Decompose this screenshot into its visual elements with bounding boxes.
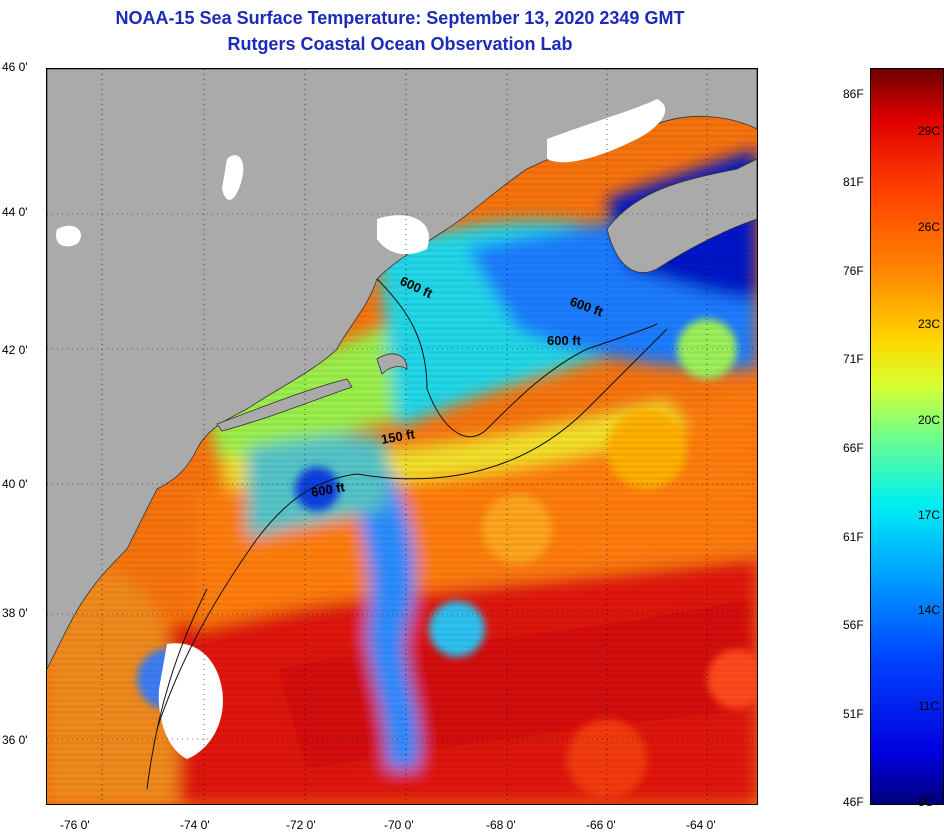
colorbar-label-71f: 71F — [843, 352, 864, 366]
colorbar-label-46f: 46F — [843, 795, 864, 809]
map-subtitle: Rutgers Coastal Ocean Observation Lab — [227, 34, 573, 54]
lon-label-64: -64 0' — [686, 818, 716, 832]
lon-label-68: -68 0' — [486, 818, 516, 832]
sst-map-canvas: 600 ft 600 ft 600 ft 150 ft 600 ft — [47, 69, 757, 804]
lon-label-76: -76 0' — [60, 818, 90, 832]
colorbar-label-14c: 14C — [918, 603, 941, 617]
isobath-label-600ft-shelf: 600 ft — [310, 479, 347, 500]
colorbar-label-26c: 26C — [918, 220, 941, 234]
lat-label-36: 36 0' — [2, 733, 28, 747]
colorbar-label-76f: 76F — [843, 264, 864, 278]
lon-label-72: -72 0' — [286, 818, 316, 832]
colorbar-label-11c: 11C — [918, 699, 940, 713]
colorbar-label-61f: 61F — [843, 530, 864, 544]
colorbar-label-66f: 66F — [843, 441, 864, 455]
isobath-label-150ft: 150 ft — [380, 426, 417, 447]
map-title: NOAA-15 Sea Surface Temperature: Septemb… — [115, 8, 685, 28]
temperature-colorbar — [870, 68, 944, 805]
colorbar-label-17c: 17C — [918, 508, 941, 522]
colorbar-label-86f: 86F — [843, 87, 864, 101]
isobath-contours — [146, 278, 668, 790]
lat-label-44: 44 0' — [2, 205, 28, 219]
lat-label-38: 38 0' — [2, 606, 28, 620]
lon-label-66: -66 0' — [586, 818, 616, 832]
land — [47, 69, 757, 670]
lon-label-70: -70 0' — [384, 818, 414, 832]
colorbar-label-56f: 56F — [843, 618, 864, 632]
colorbar-label-8c: 8C — [918, 795, 934, 809]
colorbar-label-29c: 29C — [918, 124, 941, 138]
sst-map: 600 ft 600 ft 600 ft 150 ft 600 ft — [46, 68, 758, 805]
lat-label-40: 40 0' — [2, 477, 28, 491]
colorbar-label-81f: 81F — [843, 175, 864, 189]
lat-label-46: 46 0' — [2, 60, 28, 74]
lat-label-42: 42 0' — [2, 343, 28, 357]
clouds — [56, 99, 666, 759]
isobath-label-600ft-georges: 600 ft — [547, 333, 582, 348]
colorbar-label-51f: 51F — [843, 707, 864, 721]
graticule — [47, 69, 757, 804]
colorbar-label-20c: 20C — [918, 413, 941, 427]
lon-label-74: -74 0' — [180, 818, 210, 832]
colorbar-label-23c: 23C — [918, 317, 941, 331]
